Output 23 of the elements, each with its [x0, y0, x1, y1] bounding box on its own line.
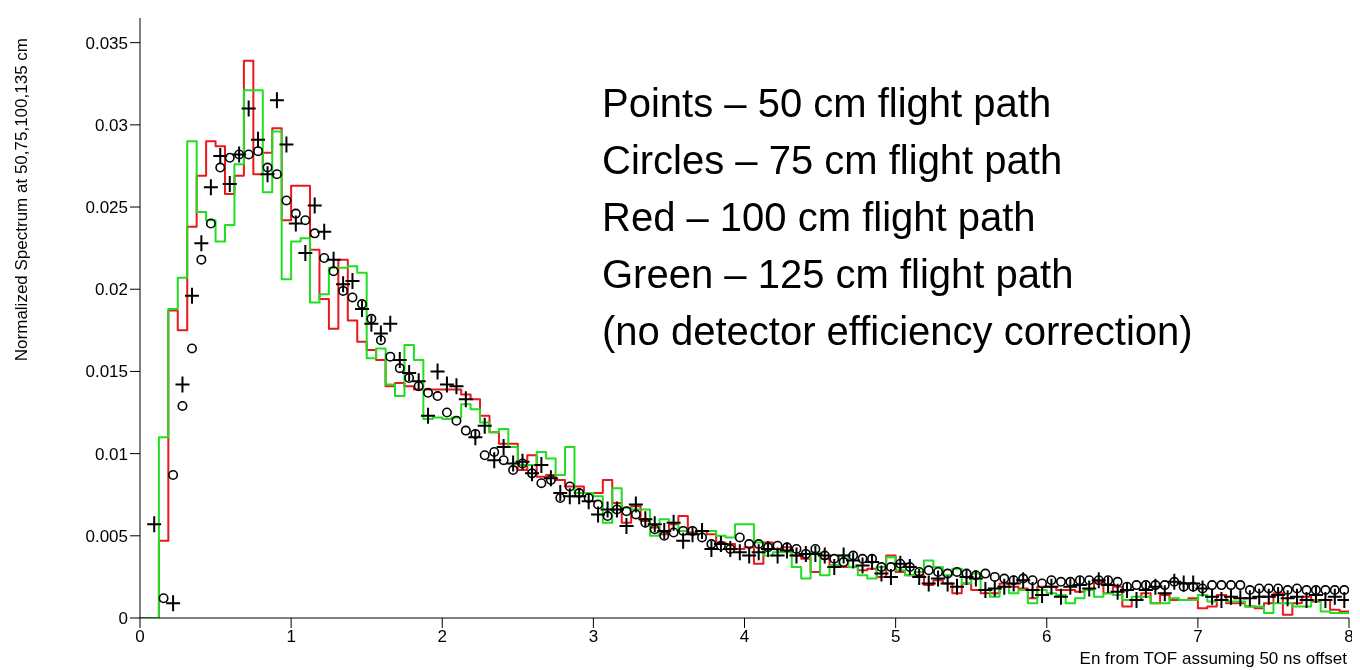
y-tick-label: 0.03: [94, 115, 128, 135]
y-tick-label: 0: [118, 609, 128, 629]
x-tick-label: 0: [135, 627, 145, 647]
x-tick-label: 1: [286, 627, 296, 647]
y-axis-title: Normalized Spectrum at 50,75,100,135 cm: [12, 38, 31, 362]
y-tick-label: 0.025: [85, 198, 128, 218]
y-tick-label: 0.005: [85, 526, 128, 546]
y-tick-label: 0.015: [85, 362, 128, 382]
x-tick-label: 6: [1042, 627, 1052, 647]
annotation: Red – 100 cm flight path: [602, 195, 1036, 239]
annotation: (no detector efficiency correction): [602, 309, 1193, 353]
y-tick-label: 0.035: [85, 33, 128, 53]
annotation: Circles – 75 cm flight path: [602, 138, 1063, 182]
y-tick-label: 0.01: [94, 444, 128, 464]
x-tick-label: 4: [739, 627, 750, 647]
x-tick-label: 5: [890, 627, 901, 647]
x-tick-label: 3: [588, 627, 599, 647]
y-tick-label: 0.02: [94, 280, 128, 300]
x-tick-label: 7: [1193, 627, 1203, 647]
x-axis-title: En from TOF assuming 50 ns offset: [1079, 649, 1347, 668]
annotation: Points – 50 cm flight path: [602, 81, 1052, 125]
x-tick-label: 2: [437, 627, 447, 647]
annotation: Green – 125 cm flight path: [602, 252, 1074, 296]
